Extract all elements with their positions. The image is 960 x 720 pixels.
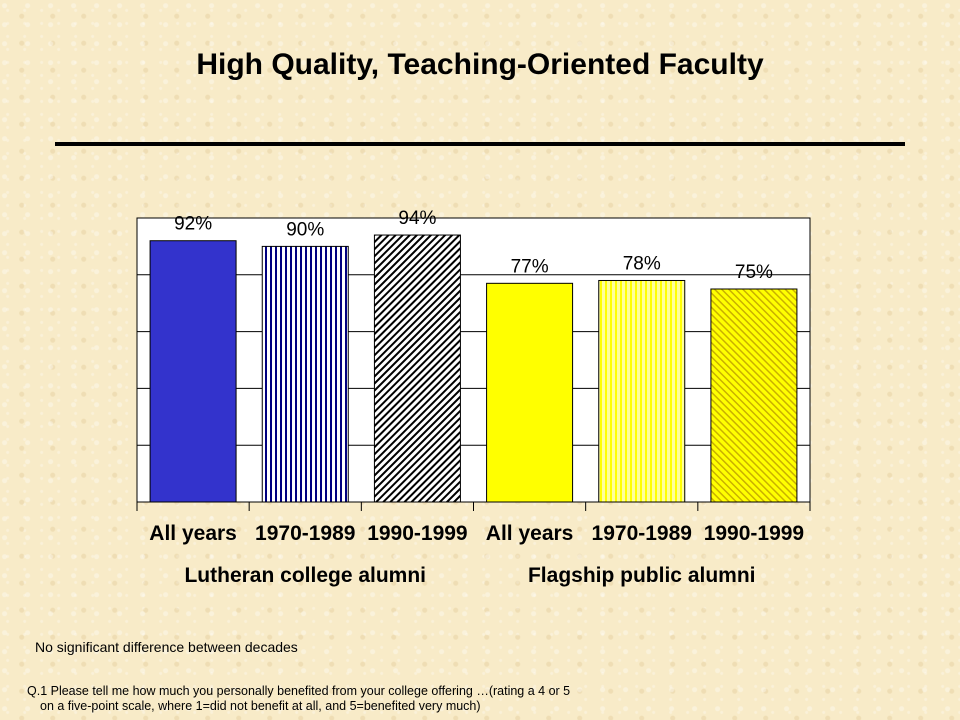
plot-area xyxy=(136,217,811,503)
x-tick-label: All years xyxy=(486,522,574,545)
bar xyxy=(486,282,574,503)
x-tick-label: 1970-1989 xyxy=(255,522,355,545)
gridlines xyxy=(137,274,810,446)
bars xyxy=(149,234,798,503)
group-labels: Lutheran college alumni Flagship public a… xyxy=(184,564,755,587)
x-tick-label: 1970-1989 xyxy=(592,522,692,545)
bar xyxy=(149,240,237,503)
bar xyxy=(261,245,349,503)
x-tick-label: All years xyxy=(149,522,237,545)
value-label: 75% xyxy=(735,262,773,283)
value-label: 90% xyxy=(286,219,324,240)
value-label: 77% xyxy=(511,256,549,277)
x-tick-label: 1990-1999 xyxy=(704,522,804,545)
significance-note: No significant difference between decade… xyxy=(35,639,298,655)
value-label: 94% xyxy=(398,208,436,229)
question-line-1: Q.1 Please tell me how much you personal… xyxy=(27,684,571,698)
chart-title: High Quality, Teaching-Oriented Faculty xyxy=(196,48,764,81)
x-tick-labels: All years 1970-1989 1990-1999 All years 1970… xyxy=(149,522,804,545)
bar xyxy=(373,234,461,503)
value-label: 92% xyxy=(174,214,212,235)
group-label: Flagship public alumni xyxy=(528,564,756,587)
bar xyxy=(598,279,686,503)
bar-chart: 92% 90% 94% 77% 78% 75% All years 1970-1989 199… xyxy=(136,208,811,587)
x-tick-label: 1990-1999 xyxy=(367,522,467,545)
value-label: 78% xyxy=(623,253,661,274)
group-label: Lutheran college alumni xyxy=(184,564,426,587)
question-footnote: Q.1 Please tell me how much you personal… xyxy=(27,684,570,714)
bar xyxy=(710,288,798,503)
x-axis xyxy=(136,501,811,511)
value-labels: 92% 90% 94% 77% 78% 75% xyxy=(174,208,773,283)
question-line-2: on a five-point scale, where 1=did not b… xyxy=(40,699,481,713)
title-divider xyxy=(55,142,905,146)
